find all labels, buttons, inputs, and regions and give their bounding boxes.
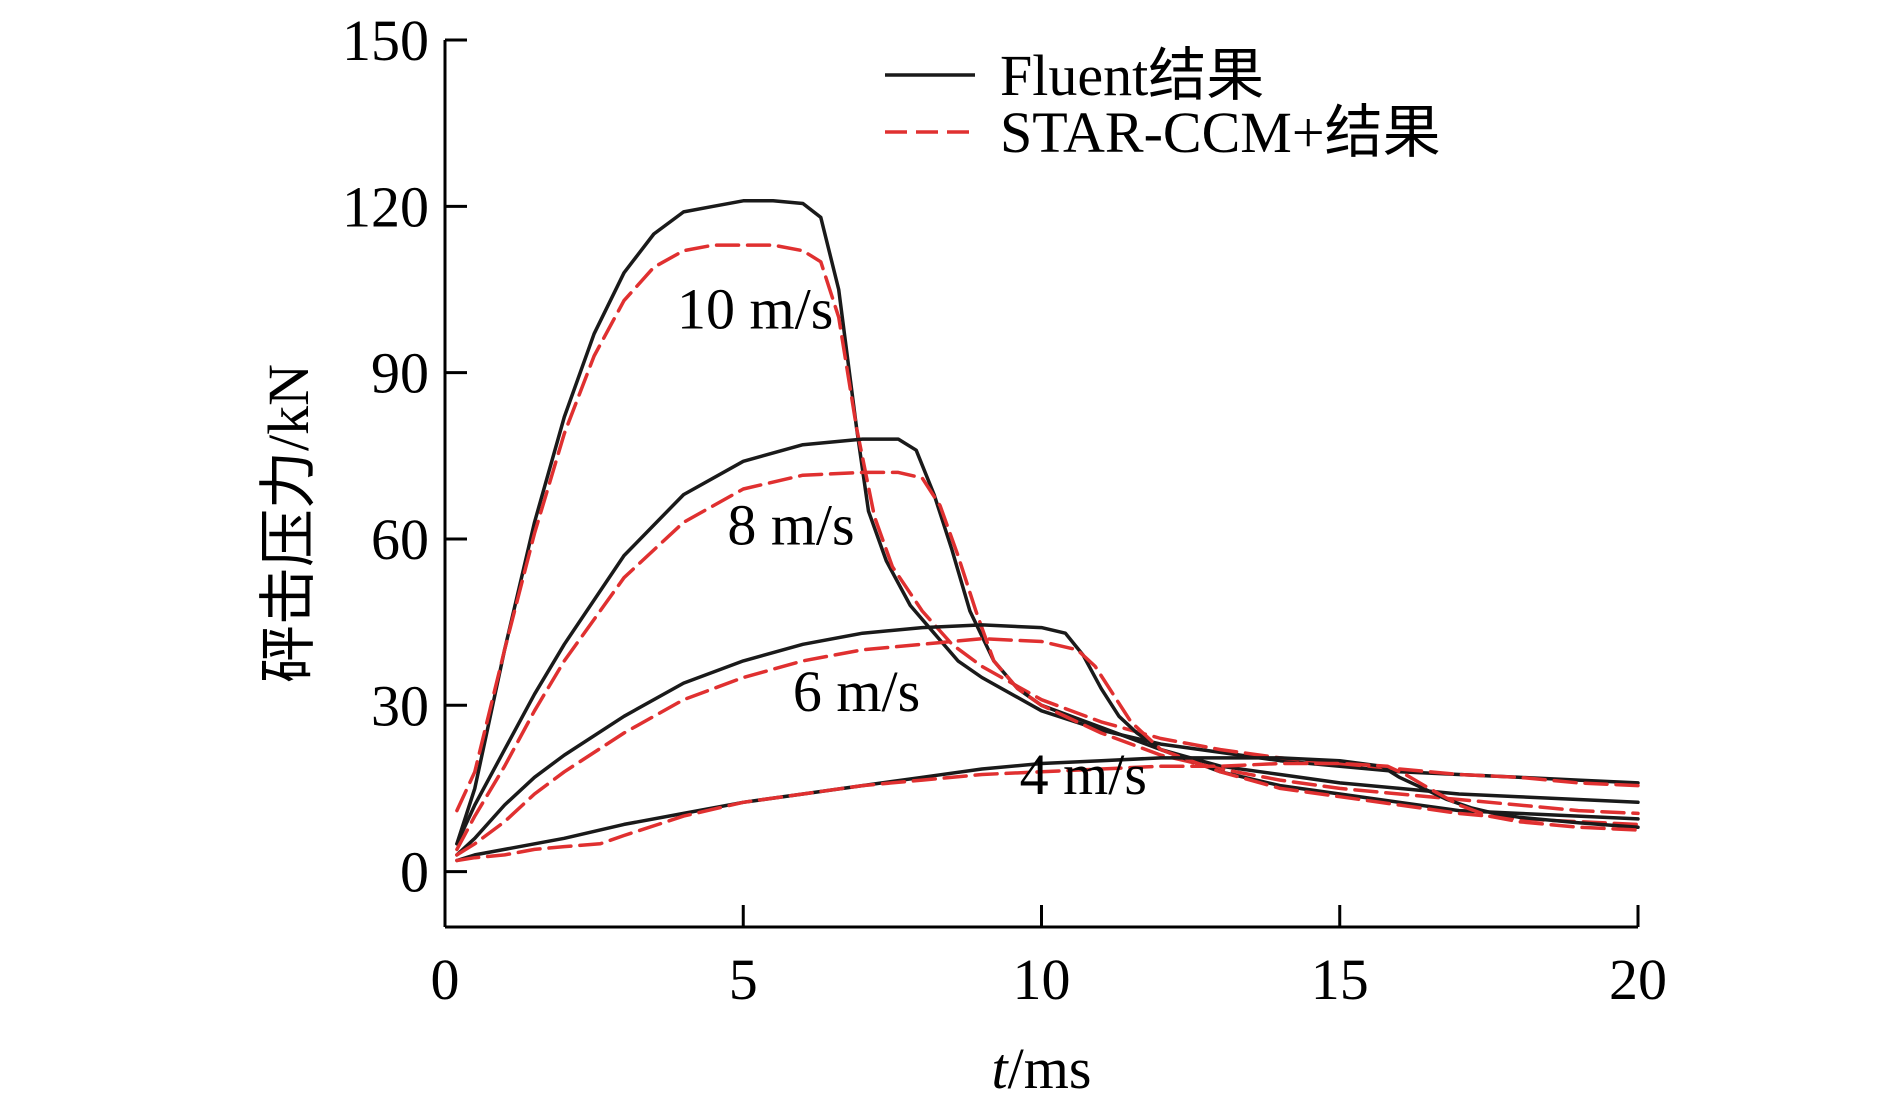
curve-label: 10 m/s bbox=[677, 276, 833, 341]
x-axis-title: t/ms bbox=[992, 1036, 1092, 1101]
x-tick-label: 20 bbox=[1609, 947, 1667, 1012]
series-line-3 bbox=[455, 470, 1640, 852]
legend: Fluent结果 STAR-CCM+结果 bbox=[885, 43, 1441, 165]
x-tick-label: 10 bbox=[1013, 947, 1071, 1012]
y-tick-label: 30 bbox=[371, 673, 429, 738]
x-tick-label: 5 bbox=[729, 947, 758, 1012]
series-line-4 bbox=[455, 623, 1640, 857]
x-tick-label: 0 bbox=[431, 947, 460, 1012]
series-line-5 bbox=[455, 636, 1640, 857]
series-line-2 bbox=[455, 437, 1640, 846]
x-tick-label: 15 bbox=[1311, 947, 1369, 1012]
curve-label: 8 m/s bbox=[727, 492, 854, 557]
series-line-7 bbox=[455, 761, 1640, 863]
y-tick-label: 90 bbox=[371, 341, 429, 406]
x-axis-title-variable: t bbox=[992, 1036, 1010, 1101]
series-layer bbox=[455, 199, 1640, 863]
y-tick-label: 120 bbox=[342, 174, 429, 239]
ticks: 0 30 60 90 120 150 0 5 10 15 20 bbox=[342, 8, 1667, 1012]
y-tick-label: 0 bbox=[400, 840, 429, 905]
legend-label-starccm: STAR-CCM+结果 bbox=[1000, 100, 1441, 165]
y-tick-label: 150 bbox=[342, 8, 429, 73]
legend-label-fluent: Fluent结果 bbox=[1000, 43, 1264, 108]
curve-label: 4 m/s bbox=[1020, 742, 1147, 807]
curve-label: 6 m/s bbox=[793, 659, 920, 724]
y-tick-label: 60 bbox=[371, 507, 429, 572]
annotations: 10 m/s 8 m/s 6 m/s 4 m/s bbox=[677, 276, 1147, 807]
x-axis-title-unit: /ms bbox=[1008, 1036, 1092, 1101]
y-axis-title: 砰击压力/kN bbox=[256, 364, 321, 683]
